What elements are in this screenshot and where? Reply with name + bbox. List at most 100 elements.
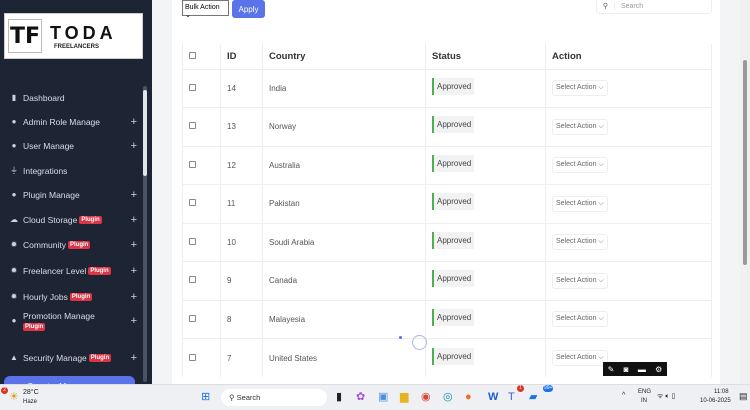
gear-icon[interactable]: ⚙ <box>655 364 663 374</box>
select-action-dropdown[interactable]: Select Action ⌵ <box>552 311 608 328</box>
plugin-badge: Plugin <box>88 266 111 275</box>
cloud-icon: ☁ <box>10 215 18 224</box>
row-checkbox[interactable] <box>189 122 196 130</box>
edge-icon[interactable]: ◎ <box>443 391 453 403</box>
expand-plus-icon[interactable]: + <box>130 188 137 201</box>
status-badge: Approved <box>432 347 475 365</box>
sidebar-item-label: Integrations <box>23 165 68 176</box>
expand-plus-icon[interactable]: + <box>130 238 137 251</box>
sidebar-item-freelancer-level[interactable]: ✹ Freelancer Level Plugin + <box>0 264 140 277</box>
gear-icon: ✹ <box>10 292 18 301</box>
tray-chevron-icon[interactable]: ^ <box>622 392 626 399</box>
sidebar-scrollbar[interactable] <box>143 86 147 382</box>
expand-plus-icon[interactable]: + <box>130 213 137 226</box>
plugin-badge: Plugin <box>79 215 102 224</box>
row-checkbox[interactable] <box>189 83 196 91</box>
task-view-icon[interactable]: ▮ <box>336 391 343 403</box>
header-id: ID <box>220 44 263 69</box>
logo[interactable]: TF TODA FREELANCERS <box>4 13 143 59</box>
cursor-dot <box>399 336 402 339</box>
expand-plus-icon[interactable]: + <box>130 264 137 277</box>
sidebar-item-security-manage[interactable]: ▲ Security Manage Plugin + <box>0 351 140 364</box>
search-box[interactable]: ⚲ Search <box>596 0 712 14</box>
expand-plus-icon[interactable]: + <box>130 351 137 364</box>
search-input[interactable]: Search <box>621 2 644 10</box>
gear-icon: ✹ <box>10 240 18 249</box>
expand-plus-icon[interactable]: + <box>130 314 137 327</box>
select-action-dropdown[interactable]: Select Action ⌵ <box>552 195 608 212</box>
cell-id: 9 <box>220 261 263 300</box>
sidebar-item-label: Dashboard <box>23 92 65 103</box>
chrome-icon[interactable]: ◉ <box>421 391 431 403</box>
sidebar-item-plugin-manage[interactable]: ● Plugin Manage + <box>0 188 140 201</box>
header-status: Status <box>425 44 546 69</box>
table-header: ID Country Status Action <box>182 44 712 69</box>
apply-button[interactable]: Apply <box>232 0 265 18</box>
firefox-icon[interactable]: ● <box>465 391 472 403</box>
store-icon[interactable]: ▣ <box>378 391 389 403</box>
sidebar-item-cloud-storage[interactable]: ☁ Cloud Storage Plugin + <box>0 213 140 226</box>
status-badge: Approved <box>432 77 475 95</box>
sidebar-item-hourly-jobs[interactable]: ✹ Hourly Jobs Plugin + <box>0 290 140 303</box>
page-scrollbar[interactable] <box>740 0 750 384</box>
select-action-dropdown[interactable]: Select Action ⌵ <box>552 272 608 289</box>
sidebar-item-promotion-manage[interactable]: ● Promotion Manage Plugin + <box>0 311 140 331</box>
row-checkbox[interactable] <box>189 160 196 168</box>
expand-plus-icon[interactable]: + <box>130 139 137 152</box>
table-row: 10 Soudi Arabia Approved Select Action ⌵ <box>182 222 712 262</box>
sidebar-item-community[interactable]: ✹ Community Plugin + <box>0 238 140 251</box>
expand-plus-icon[interactable]: + <box>130 290 137 303</box>
select-action-dropdown[interactable]: Select Action ⌵ <box>552 80 608 97</box>
sidebar-item-integrations[interactable]: ⏚ Integrations <box>0 164 140 177</box>
pen-icon[interactable]: ✎ <box>607 364 615 374</box>
search-icon[interactable]: ⚲ <box>597 2 615 10</box>
weather-icon[interactable]: ☀ <box>9 391 19 403</box>
notification-icon[interactable]: ▤ <box>739 391 748 401</box>
row-checkbox[interactable] <box>189 314 196 322</box>
copilot-icon[interactable]: ✿ <box>356 391 366 403</box>
cell-country: Norway <box>262 107 426 146</box>
bulk-action-select[interactable]: Bulk Action ⌄ <box>182 0 229 19</box>
cell-country: India <box>262 68 426 108</box>
camera-icon[interactable]: ◙ <box>623 364 629 374</box>
chevron-down-icon: ⌵ <box>598 122 604 130</box>
user-icon: ● <box>11 190 17 199</box>
expand-plus-icon[interactable]: + <box>130 115 137 128</box>
taskbar: 2 ☀ 28°C Haze ⊞ ⚲ Search ▮ ✿ ▣ ▆ ◉ ◎ ● W… <box>0 384 750 410</box>
status-badge: Approved <box>432 154 475 172</box>
cell-id: 13 <box>220 107 263 146</box>
chat-icon[interactable]: ▰ <box>529 391 538 403</box>
lang-1[interactable]: ENG <box>638 389 652 395</box>
word-icon[interactable]: W <box>488 391 499 403</box>
video-icon[interactable]: ▬ <box>637 364 646 374</box>
select-all-checkbox[interactable] <box>189 51 196 59</box>
clock-date[interactable]: 10-06-2025 <box>700 398 731 404</box>
select-action-dropdown[interactable]: Select Action ⌵ <box>552 157 608 174</box>
table-row: 8 Malayesia Approved Select Action ⌵ <box>182 299 712 339</box>
logo-mark: TF <box>8 19 42 53</box>
status-badge: Approved <box>432 231 475 249</box>
capture-toolbar: ✎ ◙ ▬ ⚙ <box>603 362 667 376</box>
row-checkbox[interactable] <box>189 237 196 245</box>
weather-desc: Haze <box>23 399 38 405</box>
teams-icon[interactable]: T <box>508 391 515 403</box>
sidebar-item-dashboard[interactable]: ▮ Dashboard <box>0 91 140 104</box>
row-checkbox[interactable] <box>189 199 196 207</box>
wifi-volume-battery-icons[interactable]: ᯤ 🔈︎ ▯ <box>657 393 676 400</box>
taskbar-search[interactable]: ⚲ Search <box>221 389 327 406</box>
select-action-dropdown[interactable]: Select Action ⌵ <box>552 234 608 251</box>
select-action-dropdown[interactable]: Select Action ⌵ <box>552 118 608 135</box>
plugin-badge: Plugin <box>67 240 91 249</box>
file-explorer-icon[interactable]: ▆ <box>400 391 409 403</box>
cell-id: 10 <box>220 222 263 262</box>
row-checkbox[interactable] <box>189 353 196 361</box>
sidebar-item-user-manage[interactable]: ● User Manage + <box>0 139 140 152</box>
clock-time[interactable]: 11:08 <box>714 389 729 395</box>
user-icon: ● <box>11 117 17 126</box>
sidebar-item-admin-role-manage[interactable]: ● Admin Role Manage + <box>0 115 140 128</box>
select-action-dropdown[interactable]: Select Action ⌵ <box>552 350 608 366</box>
windows-start-icon[interactable]: ⊞ <box>201 391 211 403</box>
row-checkbox[interactable] <box>189 276 196 284</box>
lang-2[interactable]: IN <box>641 398 647 404</box>
table-row: 11 Pakistan Approved Select Action ⌵ <box>182 184 712 223</box>
